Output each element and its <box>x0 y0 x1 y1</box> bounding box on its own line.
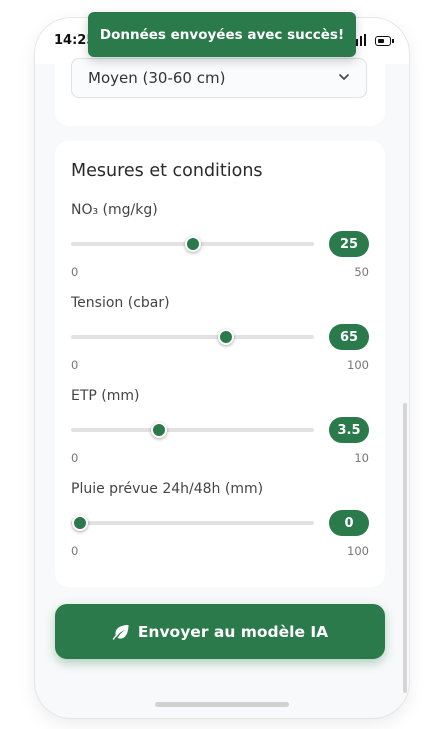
range-min: 0 <box>71 265 79 279</box>
slider-thumb[interactable] <box>184 236 201 252</box>
slider-track[interactable] <box>71 515 314 531</box>
range-max: 100 <box>347 544 369 558</box>
range-min: 0 <box>71 544 79 558</box>
battery-icon <box>375 36 394 46</box>
field-label: NO₃ (mg/kg) <box>71 202 158 218</box>
slider-track[interactable] <box>71 236 314 252</box>
section-title: Mesures et conditions <box>71 161 263 181</box>
chevron-down-icon <box>339 74 349 80</box>
field-label: Pluie prévue 24h/48h (mm) <box>71 481 264 497</box>
depth-select[interactable]: Moyen (30-60 cm) <box>71 58 367 98</box>
field-etp: ETP (mm) 3.5 0 10 <box>71 388 369 468</box>
slider-thumb[interactable] <box>150 422 167 438</box>
phone-frame: 14:25 Moyen (30-60 cm) Mesures et condit… <box>35 18 409 718</box>
home-indicator <box>155 702 289 707</box>
value-badge: 0 <box>329 510 369 536</box>
range-max: 10 <box>354 451 369 465</box>
value-badge: 3.5 <box>329 417 369 443</box>
range-min: 0 <box>71 358 79 372</box>
slider-track[interactable] <box>71 422 314 438</box>
slider-thumb[interactable] <box>218 329 235 345</box>
range-min: 0 <box>71 451 79 465</box>
leaf-icon <box>112 624 129 640</box>
submit-button-label: Envoyer au modèle IA <box>137 622 329 641</box>
slider-track[interactable] <box>71 329 314 345</box>
slider-thumb[interactable] <box>72 515 88 531</box>
submit-button[interactable]: Envoyer au modèle IA <box>55 604 385 659</box>
field-no3: NO₃ (mg/kg) 25 0 50 <box>71 202 369 282</box>
value-badge: 25 <box>329 231 369 257</box>
value-badge: 65 <box>329 324 369 350</box>
depth-select-value: Moyen (30-60 cm) <box>88 69 226 87</box>
field-tension: Tension (cbar) 65 0 100 <box>71 295 369 375</box>
field-label: ETP (mm) <box>71 388 140 404</box>
field-label: Tension (cbar) <box>71 295 170 311</box>
range-max: 100 <box>347 358 369 372</box>
depth-card: Moyen (30-60 cm) <box>55 46 385 126</box>
success-toast: Données envoyées avec succès! <box>88 12 356 57</box>
scrollbar[interactable] <box>403 403 407 693</box>
field-rain: Pluie prévue 24h/48h (mm) 0 0 100 <box>71 481 369 561</box>
status-time: 14:25 <box>54 33 96 48</box>
range-max: 50 <box>354 265 369 279</box>
measures-card: Mesures et conditions NO₃ (mg/kg) 25 0 5… <box>55 141 385 587</box>
